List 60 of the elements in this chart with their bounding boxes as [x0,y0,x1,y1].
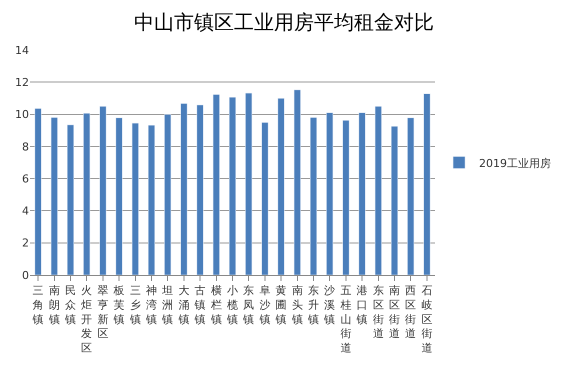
bar [278,98,285,275]
bar [310,117,317,275]
bar [374,106,382,275]
bar [391,126,398,275]
bar [50,117,58,275]
x-tick-label: 古镇镇 [194,284,206,326]
bar [407,118,414,275]
bar [132,122,139,275]
x-tick-label: 南朗镇 [48,284,60,326]
x-tick-label: 南区街道 [389,284,400,340]
bar [261,122,268,275]
y-tick-label: 12 [15,76,29,89]
bar [326,112,334,275]
x-tick-label: 黄圃镇 [274,284,287,326]
x-tick-label: 翠亨新区 [97,284,108,340]
x-tick-label: 沙溪镇 [323,284,336,326]
y-tick-label: 8 [22,140,29,154]
x-tick-label: 火炬开发区 [81,284,92,354]
y-tick-label: 0 [22,268,29,282]
x-tick-label: 石岐区街道 [421,284,432,354]
x-tick-label: 大涌镇 [177,284,190,326]
bar [148,124,155,275]
bar [294,90,301,275]
bar [229,97,236,275]
bar [34,108,42,275]
bar [180,103,188,275]
bar [196,104,204,275]
y-tick-label: 6 [22,172,29,186]
x-tick-label: 西区街道 [405,284,416,340]
bar [83,113,90,275]
x-tick-label: 神湾镇 [145,284,157,326]
x-tick-label: 五桂山街道 [339,284,352,354]
x-tick-label: 横栏镇 [210,284,222,326]
x-tick-label: 民众镇 [64,284,76,326]
x-tick-label: 东升镇 [307,284,319,326]
x-tick-label: 三角镇 [32,284,44,326]
bar [164,114,172,275]
bar [116,118,123,275]
y-tick-label: 2 [22,236,29,250]
x-tick-label: 三乡镇 [128,284,141,326]
bar [245,92,252,275]
x-tick-label: 坦洲镇 [161,284,174,326]
x-tick-label: 板芙镇 [112,284,125,326]
bar [67,124,74,275]
y-tick-label: 14 [15,44,29,57]
y-tick-label: 10 [15,108,29,122]
bar [358,112,366,275]
y-tick-label: 4 [22,204,29,218]
x-tick-label: 南头镇 [290,284,303,326]
chart-title: 中山市镇区工业用房平均租金对比 [134,10,434,34]
bar [212,94,220,275]
x-tick-label: 港口镇 [356,284,368,326]
x-tick-label: 小榄镇 [226,284,238,326]
bar [423,93,430,275]
bar [99,106,106,275]
x-tick-label: 东凤镇 [242,284,254,326]
legend-label: 2019工业用房 [479,156,552,170]
x-tick-label: 阜沙镇 [258,284,270,326]
x-tick-label: 东区街道 [372,284,384,340]
bar [342,120,350,275]
